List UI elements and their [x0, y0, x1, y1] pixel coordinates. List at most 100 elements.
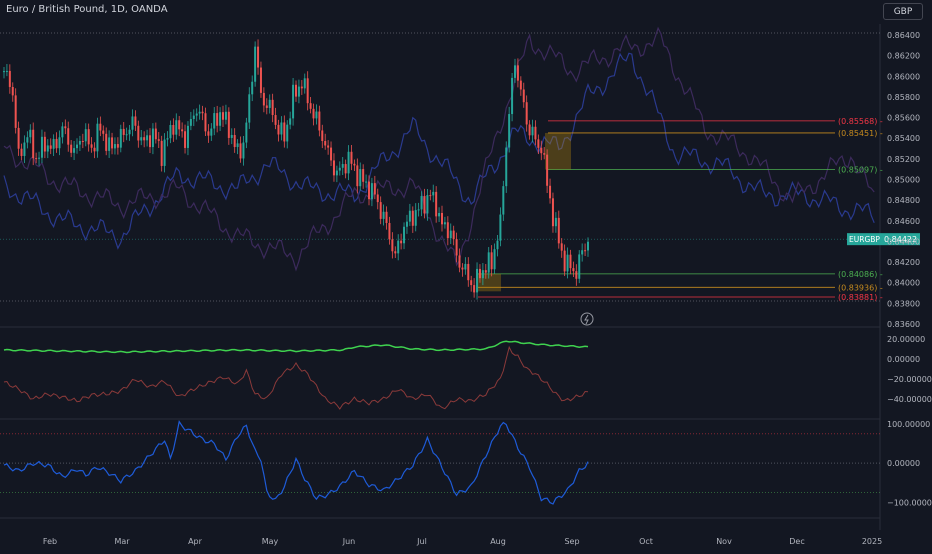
candle-body — [394, 251, 397, 254]
symbol-tag — [847, 233, 880, 246]
candle-body — [236, 143, 239, 148]
level-label: (0.83881) - — [838, 293, 883, 302]
candle-body — [181, 129, 184, 132]
candle-body — [350, 151, 353, 164]
candle-body — [455, 239, 458, 256]
price-pane: (0.85568) - (0.85451) - (0.85097) - (0.8408… — [0, 26, 920, 302]
candle-body — [26, 137, 29, 143]
candle-body — [420, 196, 423, 210]
candle-body — [429, 195, 432, 197]
candle-body — [286, 124, 289, 142]
candle-body — [99, 123, 102, 131]
candle-body — [64, 126, 67, 129]
candle-body — [362, 169, 365, 182]
candle-body — [259, 67, 262, 93]
candle-body — [575, 271, 578, 279]
candle-body — [537, 139, 540, 148]
candle-body — [557, 217, 560, 244]
time-tick-label: Apr — [188, 537, 203, 546]
candle-body — [201, 111, 204, 114]
candle-body — [184, 131, 187, 148]
candle-body — [551, 198, 554, 227]
time-tick-label: Dec — [789, 537, 804, 546]
candle-body — [505, 147, 508, 187]
candle-body — [432, 191, 435, 196]
candle-body — [105, 133, 108, 151]
candle-body — [55, 138, 58, 149]
osc1-tick-label: −20.00000 — [887, 375, 932, 384]
candle-body — [379, 202, 382, 219]
candle-body — [408, 210, 411, 222]
candle-body — [373, 183, 376, 195]
candle-body — [280, 122, 283, 135]
candle-body — [43, 136, 46, 152]
candle-body — [540, 147, 543, 154]
candle-body — [490, 252, 493, 270]
candle-body — [309, 103, 312, 109]
candle-body — [344, 164, 347, 174]
price-tick-label: 0.83600 — [887, 320, 920, 329]
candle-body — [248, 94, 251, 123]
candle-body — [397, 240, 400, 254]
candle-body — [119, 128, 122, 148]
candle-body — [458, 255, 461, 268]
candle-body — [23, 142, 26, 156]
candle-body — [160, 140, 163, 166]
candle-body — [157, 139, 160, 141]
chart-title: Euro / British Pound, 1D, OANDA — [6, 4, 168, 15]
currency-button[interactable]: GBP — [883, 3, 923, 20]
candle-body — [508, 114, 511, 148]
candle-body — [356, 165, 359, 187]
candle-body — [222, 112, 224, 120]
candle-body — [478, 268, 481, 279]
candle-body — [233, 135, 236, 148]
time-tick-label: May — [262, 537, 279, 546]
replay-icon[interactable] — [580, 312, 594, 326]
candle-body — [198, 111, 201, 114]
candle-body — [108, 137, 111, 151]
candle-body — [493, 249, 496, 270]
candle-body — [569, 254, 572, 269]
candle-body — [38, 157, 41, 159]
candle-body — [525, 102, 528, 125]
candle-body — [96, 123, 99, 152]
time-tick-label: Nov — [716, 537, 732, 546]
candle-body — [330, 147, 333, 161]
candle-body — [332, 160, 335, 176]
candle-body — [116, 144, 119, 148]
candle-body — [502, 186, 505, 215]
candle-body — [137, 125, 140, 141]
candle-body — [312, 108, 315, 119]
price-tick-label: 0.84400 — [887, 237, 920, 246]
candle-body — [166, 138, 169, 140]
price-tick-label: 0.86400 — [887, 31, 920, 40]
price-tick-label: 0.85400 — [887, 134, 920, 143]
candle-body — [405, 221, 408, 227]
osc2-tick-label: 0.00000 — [887, 459, 920, 468]
candle-body — [578, 254, 581, 279]
candle-body — [58, 137, 61, 149]
candle-body — [70, 144, 73, 153]
candle-body — [467, 263, 470, 281]
candle-body — [306, 78, 309, 104]
candle-body — [385, 211, 388, 223]
candle-body — [347, 151, 350, 174]
candle-body — [14, 95, 17, 128]
axes: 0.86400 0.86200 0.86000 0.85800 0.85600 0.854… — [43, 31, 932, 546]
candle-body — [151, 128, 154, 148]
candle-body — [195, 113, 198, 116]
candle-body — [257, 46, 260, 68]
oscillator-pane-2 — [0, 420, 880, 505]
candle-body — [443, 222, 446, 225]
level-label: (0.83936) - — [838, 283, 883, 292]
candle-body — [73, 148, 76, 153]
candle-body — [341, 164, 344, 168]
candle-body — [292, 84, 295, 119]
candle-body — [423, 196, 426, 214]
candle-body — [353, 163, 356, 166]
candle-body — [414, 210, 417, 226]
candle-body — [102, 130, 105, 134]
candle-body — [175, 120, 178, 135]
